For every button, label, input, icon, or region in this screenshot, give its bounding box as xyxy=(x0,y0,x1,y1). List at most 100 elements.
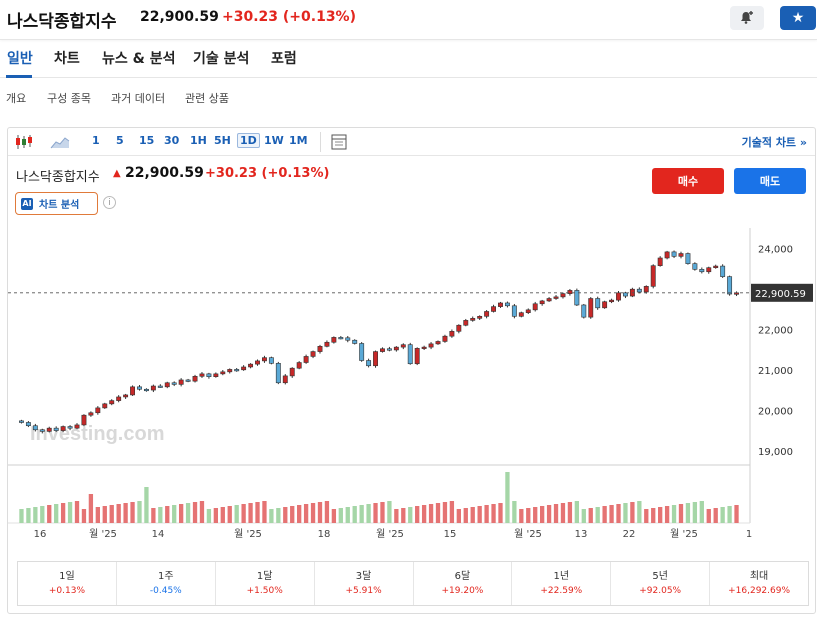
candle-body xyxy=(373,351,378,367)
tab-technical[interactable]: 기술 분석 xyxy=(193,51,250,67)
tab-forum[interactable]: 포럼 xyxy=(271,51,297,67)
star-icon: ★ xyxy=(791,10,805,26)
interval-1w[interactable]: 1W xyxy=(264,134,284,147)
last-price-badge xyxy=(751,283,813,302)
technical-chart-link[interactable]: 기술적 차트 » xyxy=(741,136,807,149)
y-tick-label: 22,000 xyxy=(758,325,793,336)
volume-bar xyxy=(491,504,496,523)
perf-cell-3m: 3달 +5.91% xyxy=(315,562,414,605)
tab-news-analysis[interactable]: 뉴스 & 분석 xyxy=(102,51,176,67)
candle-body xyxy=(227,369,233,373)
volume-bar xyxy=(616,504,621,523)
interval-30[interactable]: 30 xyxy=(164,134,180,147)
subtab-overview[interactable]: 개요 xyxy=(6,92,27,105)
data-table-icon[interactable] xyxy=(331,134,347,150)
candle-body xyxy=(74,424,80,429)
active-tab-indicator xyxy=(6,75,32,78)
candle-body xyxy=(664,251,670,259)
candle-body xyxy=(511,305,517,317)
interval-5h[interactable]: 5H xyxy=(214,134,231,147)
subtab-historical[interactable]: 과거 데이터 xyxy=(111,92,166,105)
candle-body xyxy=(685,253,691,264)
candle-body xyxy=(609,299,615,303)
interval-1d[interactable]: 1D xyxy=(237,133,260,148)
volume-bar xyxy=(477,506,482,523)
tab-chart[interactable]: 차트 xyxy=(54,51,80,67)
volume-bar xyxy=(324,501,330,523)
chart-panel: 1 5 15 30 1H 5H 1D 1W 1M 기술적 차트 » 나스닥종합지… xyxy=(7,127,816,614)
watchlist-star-button[interactable]: ★ xyxy=(780,6,816,30)
price-chart[interactable]: Investing.com24,00023,00022,00021,00020,… xyxy=(8,218,815,553)
volume-bar xyxy=(456,509,461,523)
volume-bar xyxy=(664,506,670,523)
subtab-related[interactable]: 관련 상품 xyxy=(185,92,229,105)
volume-bar xyxy=(713,508,718,523)
sell-button[interactable]: 매도 xyxy=(734,168,806,194)
interval-1[interactable]: 1 xyxy=(92,134,100,147)
subtab-components[interactable]: 구성 종목 xyxy=(47,92,91,105)
interval-5[interactable]: 5 xyxy=(116,134,124,147)
tab-general[interactable]: 일반 xyxy=(7,51,33,67)
volume-bar xyxy=(283,507,288,523)
chart-toolbar: 1 5 15 30 1H 5H 1D 1W 1M 기술적 차트 » xyxy=(8,128,815,156)
interval-15[interactable]: 15 xyxy=(139,134,155,147)
volume-bar xyxy=(366,504,371,523)
candle-body xyxy=(498,302,503,307)
candle-body xyxy=(171,382,177,385)
volume-bar xyxy=(533,507,538,523)
candle-body xyxy=(588,298,594,318)
candle-body xyxy=(525,309,531,313)
quote-header: 나스닥종합지수 22,900.59 +30.23 (+0.13%) ★ xyxy=(0,0,817,40)
candle-body xyxy=(692,263,698,270)
candle-body xyxy=(463,320,469,326)
area-chart-icon[interactable] xyxy=(50,135,70,149)
volume-bar xyxy=(345,507,350,523)
ai-badge-icon: AI xyxy=(21,197,33,210)
candle-body xyxy=(123,394,129,398)
candle-body xyxy=(289,367,295,377)
candle-body xyxy=(567,290,573,294)
candle-body xyxy=(484,311,490,317)
volume-bar xyxy=(692,502,698,523)
volume-bar xyxy=(151,508,156,523)
interval-1h[interactable]: 1H xyxy=(190,134,207,147)
candle-body xyxy=(428,343,434,348)
candle-body xyxy=(164,382,170,388)
ai-chart-analysis-button[interactable]: AI 차트 분석 xyxy=(15,192,98,215)
info-icon[interactable]: i xyxy=(103,196,116,209)
volume-bar xyxy=(373,503,378,523)
candle-body xyxy=(116,396,122,401)
volume-bar xyxy=(380,502,385,523)
volume-bar xyxy=(276,508,281,523)
ai-button-label: 차트 분석 xyxy=(39,200,80,211)
volume-bar xyxy=(567,502,573,523)
candle-body xyxy=(345,337,351,341)
volume-bar xyxy=(220,507,225,523)
candle-body xyxy=(359,343,365,361)
volume-bar xyxy=(74,501,80,523)
volume-bar xyxy=(331,509,337,523)
volume-bar xyxy=(442,502,448,523)
candle-body xyxy=(380,348,385,352)
candle-body xyxy=(310,351,316,357)
candle-body xyxy=(456,324,462,332)
volume-bar xyxy=(484,505,489,523)
add-alert-button[interactable] xyxy=(730,6,764,30)
candle-body xyxy=(282,375,288,384)
x-tick-label: 13 xyxy=(575,529,588,540)
candle-body xyxy=(303,356,309,363)
volume-bar xyxy=(449,501,455,523)
volume-bar xyxy=(81,509,87,523)
volume-bar xyxy=(630,502,635,523)
perf-cell-1d: 1일 +0.13% xyxy=(18,562,117,605)
candle-body xyxy=(560,293,566,298)
volume-bar xyxy=(519,509,524,523)
candle-body xyxy=(581,304,587,318)
perf-cell-max: 최대 +16,292.69% xyxy=(728,571,791,596)
interval-1m[interactable]: 1M xyxy=(289,134,308,147)
candle-body xyxy=(616,292,621,301)
candle-body xyxy=(636,288,642,293)
candlestick-type-icon[interactable] xyxy=(14,134,34,150)
buy-button[interactable]: 매수 xyxy=(652,168,724,194)
candle-body xyxy=(532,303,538,311)
